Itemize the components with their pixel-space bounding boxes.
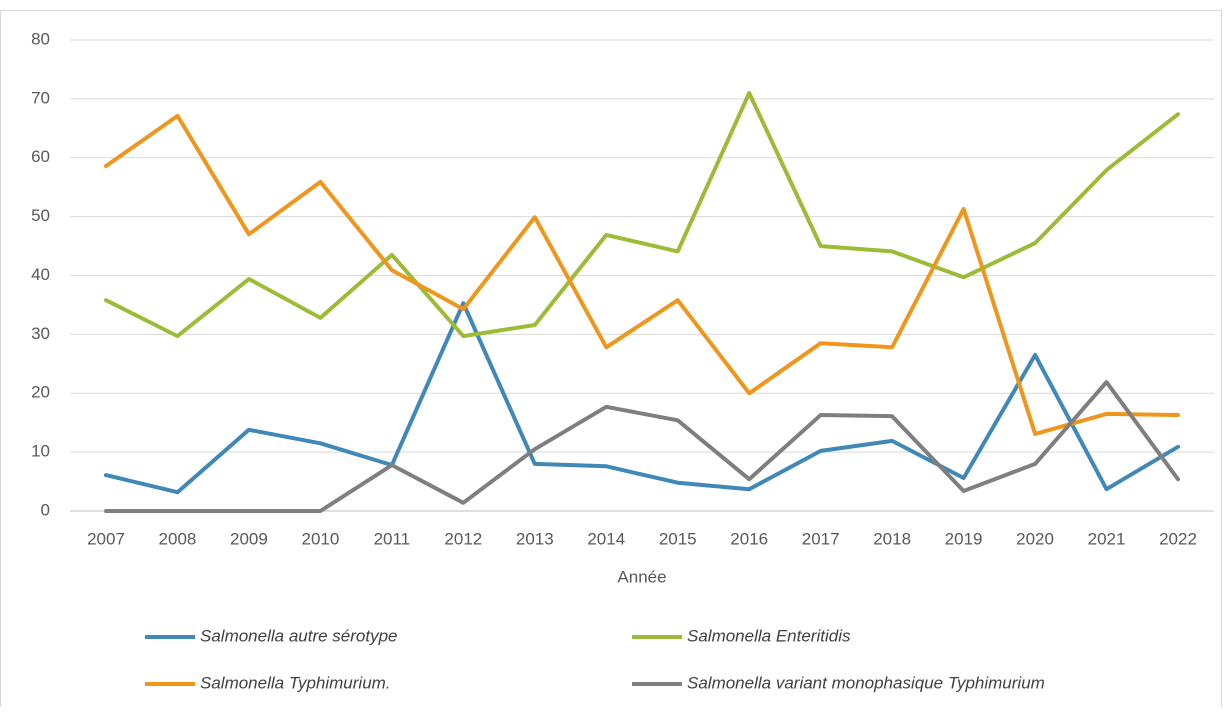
- x-axis-title: Année: [617, 567, 666, 586]
- y-tick-label: 50: [31, 206, 50, 225]
- series-line: [104, 380, 1180, 513]
- x-tick-label: 2012: [444, 529, 482, 548]
- series-line: [104, 113, 1180, 436]
- x-tick-label: 2022: [1159, 529, 1197, 548]
- x-tick-label: 2013: [516, 529, 554, 548]
- y-tick-label: 30: [31, 324, 50, 343]
- x-tick-label: 2021: [1088, 529, 1126, 548]
- series-line: [104, 301, 1180, 495]
- x-tick-label: 2011: [374, 529, 411, 548]
- x-tick-label: 2014: [587, 529, 625, 548]
- legend-label: Salmonella variant monophasique Typhimur…: [687, 673, 1045, 692]
- x-tick-label: 2016: [730, 529, 768, 548]
- x-tick-label: 2007: [87, 529, 125, 548]
- y-tick-label: 80: [31, 29, 50, 48]
- series-line: [104, 91, 1180, 339]
- y-tick-label: 0: [41, 500, 50, 519]
- y-tick-label: 70: [31, 88, 50, 107]
- legend-label: Salmonella autre sérotype: [200, 626, 398, 645]
- x-tick-label: 2020: [1016, 529, 1054, 548]
- legend-label: Salmonella Enteritidis: [687, 626, 851, 645]
- x-tick-label: 2019: [945, 529, 983, 548]
- legend-label: Salmonella Typhimurium.: [200, 673, 391, 692]
- x-tick-label: 2008: [159, 529, 197, 548]
- x-tick-label: 2015: [659, 529, 697, 548]
- y-tick-label: 60: [31, 147, 50, 166]
- x-tick-label: 2010: [301, 529, 339, 548]
- x-tick-label: 2018: [873, 529, 911, 548]
- y-tick-label: 20: [31, 383, 50, 402]
- y-tick-label: 40: [31, 265, 50, 284]
- y-tick-label: 10: [31, 442, 50, 461]
- x-tick-label: 2017: [802, 529, 840, 548]
- x-tick-label: 2009: [230, 529, 268, 548]
